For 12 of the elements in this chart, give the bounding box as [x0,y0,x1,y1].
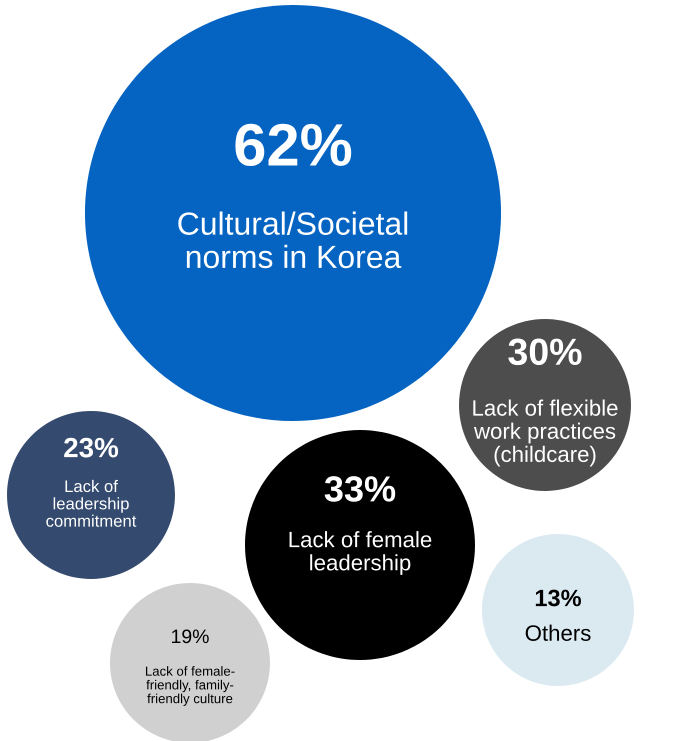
category-label: Lack of female leadership [290,531,432,575]
data-label: 13% [536,590,582,606]
category-label: Lack of female- friendly, family- friendly culture [146,666,235,706]
data-label: 19% [172,629,209,644]
data-label: 23% [64,438,118,458]
data-label: 62% [235,124,352,166]
category-label: Others [526,624,591,641]
data-label: 33% [324,476,396,502]
category-label: Cultural/Societal norms in Korea [178,211,408,268]
category-label: Lack of leadership commitment [46,480,136,527]
category-label: Lack of flexible work practices (childcare) [473,400,618,466]
data-label: 30% [508,338,582,366]
